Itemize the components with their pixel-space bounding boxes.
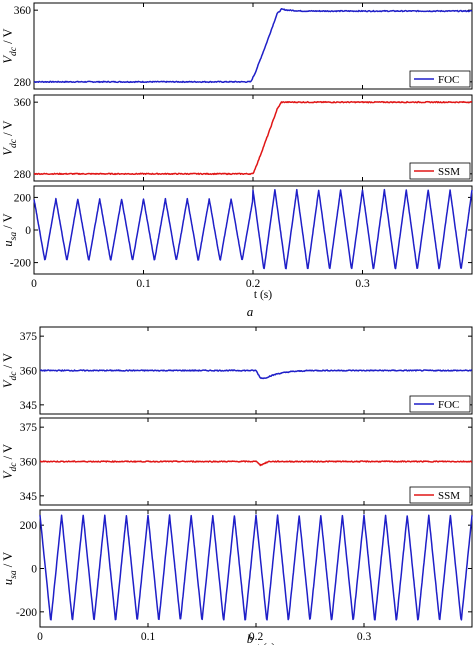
y-tick-label: 0 xyxy=(31,564,37,576)
y-tick-label: 345 xyxy=(20,491,38,503)
plot-area-frame xyxy=(33,2,473,90)
y-tick-label: 0 xyxy=(25,225,31,237)
x-axis-label: t (s) xyxy=(254,289,272,301)
y-axis-label: Vdc / V xyxy=(1,28,19,63)
y-tick-label: 360 xyxy=(14,97,32,109)
legend-box xyxy=(409,162,471,180)
y-tick-label: 200 xyxy=(14,192,32,204)
y-axis-label: usa / V xyxy=(1,552,19,585)
legend-label: FOC xyxy=(438,74,459,86)
legend: SSM xyxy=(409,162,471,180)
x-tick-label: 0.3 xyxy=(355,278,370,290)
chart-panel-a-1: 280 360 Vdc / V FOC xyxy=(1,2,473,90)
panel-a-label: a xyxy=(247,304,254,319)
x-tick-label: 0 xyxy=(31,278,37,290)
series-line xyxy=(39,460,473,467)
y-tick-label: -200 xyxy=(16,607,37,619)
legend-box xyxy=(409,70,471,88)
x-tick-label: 0.3 xyxy=(357,631,372,643)
legend-box xyxy=(409,395,471,413)
y-axis-label: Vdc / V xyxy=(1,444,19,479)
y-tick-label: 280 xyxy=(14,77,32,89)
y-tick-label: 345 xyxy=(20,400,38,412)
y-axis-label: usa / V xyxy=(1,213,19,246)
y-tick-label: 375 xyxy=(20,331,38,343)
legend-label: SSM xyxy=(438,490,460,502)
x-tick-label: 0.2 xyxy=(246,278,261,290)
legend-box xyxy=(409,486,471,504)
legend-label: SSM xyxy=(438,166,460,178)
y-axis-label: Vdc / V xyxy=(1,353,19,388)
series-line xyxy=(33,8,473,84)
x-tick-label: 0 xyxy=(37,631,43,643)
y-tick-label: 200 xyxy=(20,520,38,532)
legend: FOC xyxy=(409,70,471,88)
x-tick-label: 0.1 xyxy=(141,631,156,643)
y-tick-label: 280 xyxy=(14,169,32,181)
legend-label: FOC xyxy=(438,399,459,411)
series-line xyxy=(39,514,473,621)
panel-b-label: b xyxy=(247,631,254,645)
plot-area-frame xyxy=(33,94,473,182)
series-line xyxy=(39,369,473,380)
y-tick-label: 360 xyxy=(20,366,38,378)
plot-area-frame xyxy=(39,509,473,628)
y-tick-label: 360 xyxy=(14,5,32,17)
series-line xyxy=(33,188,473,270)
series-line xyxy=(33,100,473,176)
y-axis-label: Vdc / V xyxy=(1,120,19,155)
chart-panel-a-2: 280 360 Vdc / V SSM xyxy=(1,94,473,182)
y-tick-label: 375 xyxy=(20,422,38,434)
x-tick-label: 0.2 xyxy=(249,631,264,643)
y-tick-label: -200 xyxy=(10,258,31,270)
y-tick-label: 360 xyxy=(20,457,38,469)
legend: FOC xyxy=(409,395,471,413)
legend: SSM xyxy=(409,486,471,504)
x-tick-label: 0.1 xyxy=(136,278,151,290)
